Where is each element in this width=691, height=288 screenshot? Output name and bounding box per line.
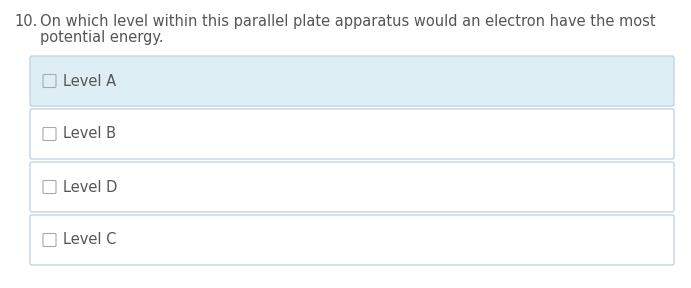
FancyBboxPatch shape — [43, 181, 56, 194]
Text: Level B: Level B — [63, 126, 116, 141]
Text: Level C: Level C — [63, 232, 116, 247]
FancyBboxPatch shape — [30, 56, 674, 106]
FancyBboxPatch shape — [43, 234, 56, 247]
Text: potential energy.: potential energy. — [40, 30, 164, 45]
FancyBboxPatch shape — [30, 215, 674, 265]
Text: Level D: Level D — [63, 179, 117, 194]
FancyBboxPatch shape — [30, 162, 674, 212]
Text: Level A: Level A — [63, 73, 116, 88]
FancyBboxPatch shape — [43, 75, 56, 88]
Text: On which level within this parallel plate apparatus would an electron have the m: On which level within this parallel plat… — [40, 14, 656, 29]
FancyBboxPatch shape — [43, 128, 56, 141]
Text: 10.: 10. — [14, 14, 37, 29]
FancyBboxPatch shape — [30, 109, 674, 159]
